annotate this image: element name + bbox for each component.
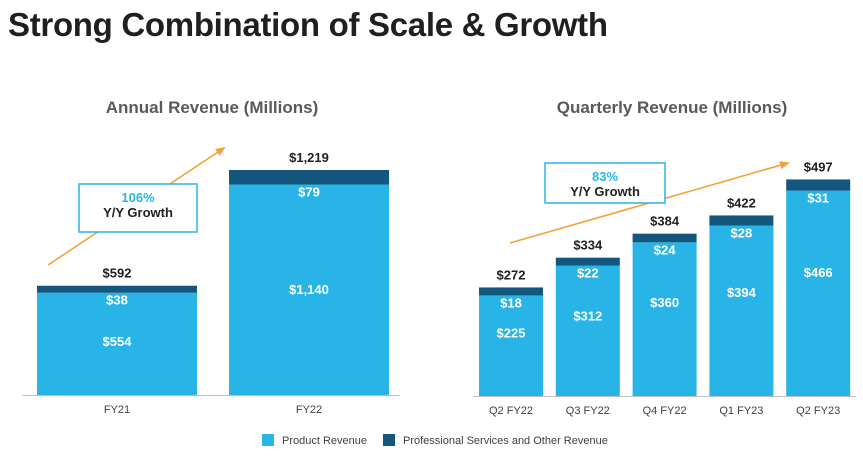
x-tick-label: Q1 FY23 (719, 405, 763, 417)
legend-label: Product Revenue (282, 435, 367, 447)
total-data-label: $1,219 (289, 150, 329, 165)
product-data-label: $360 (650, 295, 679, 310)
bar-product-revenue (555, 265, 620, 396)
growth-annotation: 106%Y/Y Growth (78, 183, 198, 233)
legend-swatch (383, 434, 395, 446)
product-data-label: $1,140 (289, 282, 329, 297)
x-tick-label: FY21 (104, 404, 130, 416)
bar-product-revenue (479, 295, 543, 396)
bar-product-revenue (632, 242, 697, 396)
legend-swatch (262, 434, 274, 446)
total-data-label: $272 (497, 267, 526, 282)
annual-chart-title: Annual Revenue (Millions) (106, 98, 319, 117)
legend-item: Professional Services and Other Revenue (383, 434, 608, 447)
bar-services-revenue (632, 233, 697, 243)
bar-product-revenue (709, 225, 774, 396)
growth-annotation-box (78, 183, 198, 233)
services-data-label: $24 (654, 242, 676, 257)
growth-annotation: 83%Y/Y Growth (544, 162, 666, 204)
bar-group: $592 $38 $554 FY21 (37, 266, 197, 416)
total-data-label: $334 (573, 238, 603, 253)
growth-percentage: 83% (592, 169, 618, 184)
product-data-label: $225 (497, 326, 526, 341)
bar-services-revenue (786, 179, 851, 191)
bar-product-revenue (229, 184, 389, 395)
x-tick-label: Q4 FY22 (643, 405, 687, 417)
bar-services-revenue (555, 257, 620, 266)
bar-services-revenue (37, 285, 197, 293)
bar-group: $334 $22 $312 Q3 FY22 (555, 238, 620, 417)
total-data-label: $422 (727, 195, 756, 210)
bar-group: $497 $31 $466 Q2 FY23 (786, 159, 851, 417)
bar-group: $422 $28 $394 Q1 FY23 (709, 195, 774, 417)
total-data-label: $384 (650, 214, 680, 229)
annual-revenue-chart: Annual Revenue (Millions) $592 $38 $554 FY2… (22, 98, 400, 416)
growth-percentage: 106% (121, 190, 155, 205)
legend-item: Product Revenue (262, 434, 367, 447)
quarterly-chart-title: Quarterly Revenue (Millions) (557, 98, 788, 117)
legend: Product Revenue Professional Services and… (262, 434, 608, 447)
bar-services-revenue (229, 169, 389, 185)
x-tick-label: Q2 FY23 (796, 405, 840, 417)
services-data-label: $22 (577, 266, 599, 281)
x-tick-label: Q3 FY22 (566, 405, 610, 417)
product-data-label: $394 (727, 285, 757, 300)
x-tick-label: FY22 (296, 404, 322, 416)
bar-product-revenue (786, 190, 851, 396)
total-data-label: $497 (804, 159, 833, 174)
services-data-label: $18 (500, 295, 522, 310)
page-title: Strong Combination of Scale & Growth (8, 6, 608, 43)
quarterly-revenue-chart: Quarterly Revenue (Millions) $272 $18 $225… (473, 98, 856, 417)
total-data-label: $592 (103, 266, 132, 281)
growth-caption: Y/Y Growth (103, 205, 173, 220)
bar-services-revenue (709, 215, 774, 226)
product-data-label: $466 (804, 265, 833, 280)
bar-group: $384 $24 $360 Q4 FY22 (632, 214, 697, 417)
legend-label: Professional Services and Other Revenue (403, 435, 608, 447)
bar-product-revenue (37, 292, 197, 395)
bar-group: $1,219 $79 $1,140 FY22 (229, 150, 389, 416)
services-data-label: $28 (731, 226, 753, 241)
product-data-label: $554 (103, 334, 133, 349)
services-data-label: $38 (106, 293, 128, 308)
bar-services-revenue (479, 287, 543, 296)
growth-caption: Y/Y Growth (570, 184, 640, 199)
growth-annotation-box (544, 162, 666, 204)
product-data-label: $312 (573, 308, 602, 323)
services-data-label: $31 (807, 191, 829, 206)
bar-group: $272 $18 $225 Q2 FY22 (479, 267, 543, 417)
x-tick-label: Q2 FY22 (489, 405, 533, 417)
services-data-label: $79 (298, 185, 320, 200)
